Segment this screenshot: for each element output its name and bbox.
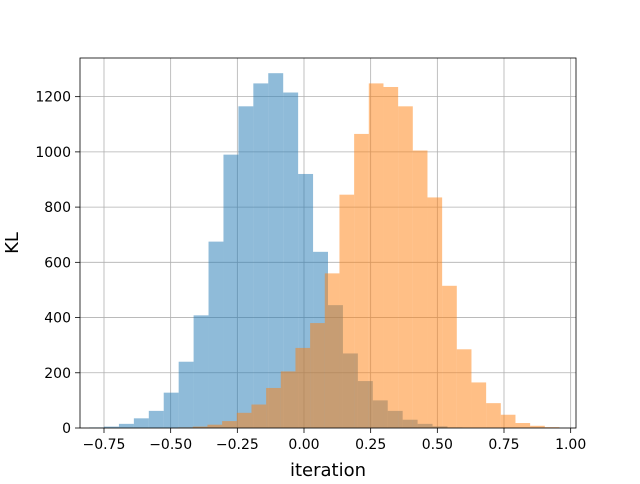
histogram-bar-series-2 [544, 427, 560, 428]
histogram-bar-series-2 [280, 371, 296, 428]
histogram-bar-series-2 [368, 83, 384, 428]
histogram-bar-series-1 [208, 241, 224, 428]
x-tick-label: 0.50 [422, 437, 453, 453]
histogram-bar-series-2 [236, 412, 252, 428]
histogram-bar-series-2 [471, 382, 487, 428]
histogram-bar-series-2 [222, 421, 237, 428]
histogram-bar-series-2 [500, 414, 516, 428]
histogram-bar-series-1 [253, 83, 269, 428]
histogram-bar-series-2 [515, 423, 531, 428]
histogram-bar-series-1 [238, 106, 254, 428]
histogram-bar-series-2 [530, 425, 545, 428]
x-tick-label: 1.00 [555, 437, 586, 453]
histogram-bar-series-2 [295, 347, 311, 428]
histogram-bar-series-1 [104, 426, 119, 428]
y-tick-label: 800 [44, 200, 71, 216]
y-tick-label: 200 [44, 366, 71, 382]
y-axis-label: KL [2, 232, 23, 254]
histogram-bar-series-1 [193, 315, 209, 428]
bars-layer [89, 73, 560, 428]
histogram-bar-series-2 [412, 150, 428, 428]
y-tick-label: 600 [44, 255, 71, 271]
y-tick-label: 1000 [35, 145, 71, 161]
histogram-bar-series-2 [310, 323, 325, 428]
x-tick-label: −0.75 [83, 437, 126, 453]
histogram-bar-series-1 [133, 418, 149, 428]
histogram-bar-series-1 [118, 423, 134, 428]
histogram-bar-series-2 [192, 426, 208, 428]
histogram-bar-series-1 [163, 392, 179, 428]
y-tick-label: 400 [44, 311, 71, 327]
histogram-bar-series-2 [486, 403, 501, 428]
y-tick-label: 0 [62, 421, 71, 437]
histogram-bar-series-2 [354, 133, 369, 428]
histogram-bar-series-1 [268, 73, 284, 428]
histogram-bar-series-2 [339, 194, 355, 428]
histogram-bar-series-1 [283, 92, 299, 428]
histogram-bar-series-1 [148, 410, 164, 428]
histogram-bar-series-2 [427, 197, 443, 428]
histogram-bar-series-2 [398, 106, 413, 428]
x-tick-label: 0.75 [488, 437, 519, 453]
histogram-bar-series-2 [456, 349, 472, 428]
histogram-bar-series-2 [442, 285, 457, 428]
histogram-bar-series-1 [223, 154, 239, 428]
ticks-layer: −0.75 −0.50 −0.25 0.00 0.25 0.50 0.75 1.00 0 200 4… [35, 90, 586, 453]
x-tick-label: −0.50 [149, 437, 192, 453]
histogram-bar-series-2 [251, 404, 267, 428]
histogram-bar-series-2 [207, 424, 223, 428]
y-tick-label: 1200 [35, 90, 71, 106]
x-tick-label: −0.25 [216, 437, 259, 453]
x-tick-label: 0.25 [355, 437, 386, 453]
x-tick-label: 0.00 [288, 437, 319, 453]
x-axis-label: iteration [290, 460, 366, 480]
plot-frame [79, 57, 577, 429]
histogram-bar-series-2 [324, 273, 340, 428]
histogram-bar-series-2 [266, 387, 281, 428]
histogram-bar-series-2 [383, 86, 399, 428]
histogram-bar-series-1 [178, 361, 194, 428]
